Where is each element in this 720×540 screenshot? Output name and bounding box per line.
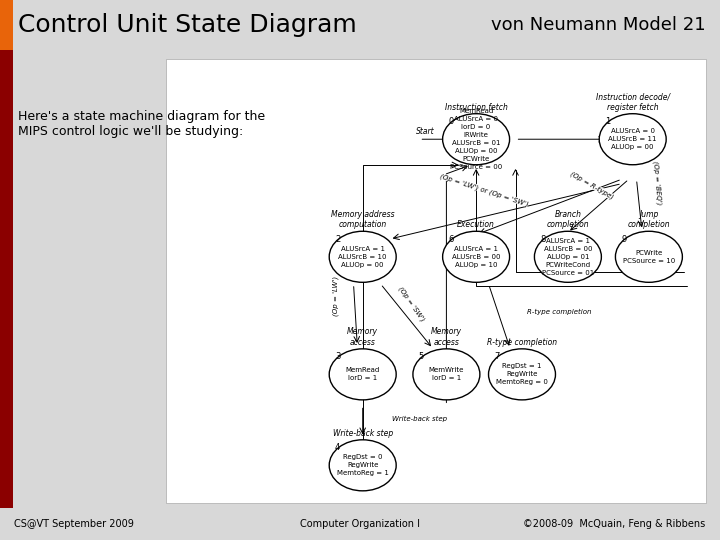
Text: Here's a state machine diagram for the
MIPS control logic we'll be studying:: Here's a state machine diagram for the M… — [18, 110, 265, 138]
Text: Memory
access: Memory access — [347, 327, 378, 347]
Text: Control Unit State Diagram: Control Unit State Diagram — [18, 13, 356, 37]
Text: Instruction fetch: Instruction fetch — [445, 103, 508, 112]
Text: R-type completion: R-type completion — [527, 309, 592, 315]
Text: MemRead
IorD = 1: MemRead IorD = 1 — [346, 367, 380, 381]
Text: 0: 0 — [449, 117, 454, 126]
Bar — [0, 0, 13, 50]
Text: Memory
access: Memory access — [431, 327, 462, 347]
Ellipse shape — [413, 349, 480, 400]
Text: MemWrite
IorD = 1: MemWrite IorD = 1 — [428, 367, 464, 381]
Text: ALUSrcA = 1
ALUSrcB = 00
ALUOp = 01
PCWriteCond
PCSource = 01: ALUSrcA = 1 ALUSrcB = 00 ALUOp = 01 PCWr… — [541, 238, 594, 276]
Ellipse shape — [329, 231, 396, 282]
Text: (Op = 'LW'): (Op = 'LW') — [333, 276, 339, 316]
Ellipse shape — [599, 114, 666, 165]
Text: 9: 9 — [621, 235, 626, 244]
Bar — [0, 50, 13, 508]
Text: von Neumann Model 21: von Neumann Model 21 — [491, 16, 706, 34]
Text: 2: 2 — [335, 235, 341, 244]
Ellipse shape — [534, 231, 601, 282]
Text: 6: 6 — [449, 235, 454, 244]
Ellipse shape — [329, 349, 396, 400]
Ellipse shape — [488, 349, 556, 400]
Text: R-type completion: R-type completion — [487, 338, 557, 347]
Ellipse shape — [443, 114, 510, 165]
Text: (Op = 'LW') or (Op = 'SW'): (Op = 'LW') or (Op = 'SW') — [439, 172, 529, 207]
Text: (Op = 'BEQ'): (Op = 'BEQ') — [652, 160, 662, 205]
Text: 1: 1 — [605, 117, 611, 126]
Text: RegDst = 1
RegWrite
MemtoReg = 0: RegDst = 1 RegWrite MemtoReg = 0 — [496, 363, 548, 386]
Text: RegDst = 0
RegWrite
MemtoReg = 1: RegDst = 0 RegWrite MemtoReg = 1 — [337, 454, 389, 476]
Text: 8: 8 — [540, 235, 546, 244]
Text: (Op = 'SW'): (Op = 'SW') — [397, 285, 426, 322]
Text: 4: 4 — [335, 443, 341, 452]
Text: Jump
completion: Jump completion — [628, 210, 670, 230]
Text: ALUSrcA = 1
ALUSrcB = 00
ALUOp = 10: ALUSrcA = 1 ALUSrcB = 00 ALUOp = 10 — [452, 246, 500, 268]
Text: MemRead
ALUSrcA = 0
IorD = 0
IRWrite
ALUSrcB = 01
ALUOp = 00
PCWrite
PCSource = : MemRead ALUSrcA = 0 IorD = 0 IRWrite ALU… — [450, 108, 503, 170]
Text: (Op = R-type): (Op = R-type) — [570, 171, 615, 201]
Text: 5: 5 — [419, 352, 424, 361]
Text: Execution: Execution — [457, 220, 495, 230]
Text: ALUSrcA = 0
ALUSrcB = 11
ALUOp = 00: ALUSrcA = 0 ALUSrcB = 11 ALUOp = 00 — [608, 128, 657, 150]
Ellipse shape — [443, 231, 510, 282]
Text: 3: 3 — [335, 352, 341, 361]
Text: Write-back step: Write-back step — [333, 429, 393, 438]
Ellipse shape — [329, 440, 396, 491]
Text: ©2008-09  McQuain, Feng & Ribbens: ©2008-09 McQuain, Feng & Ribbens — [523, 519, 706, 529]
Text: Instruction decode/
register fetch: Instruction decode/ register fetch — [595, 92, 670, 112]
Text: PCWrite
PCSource = 10: PCWrite PCSource = 10 — [623, 250, 675, 264]
FancyBboxPatch shape — [166, 59, 706, 503]
Text: Write-back step: Write-back step — [392, 416, 448, 422]
Ellipse shape — [616, 231, 683, 282]
Text: Branch
completion: Branch completion — [546, 210, 589, 230]
Text: CS@VT September 2009: CS@VT September 2009 — [14, 519, 134, 529]
Text: ALUSrcA = 1
ALUSrcB = 10
ALUOp = 00: ALUSrcA = 1 ALUSrcB = 10 ALUOp = 00 — [338, 246, 387, 268]
Text: Memory address
computation: Memory address computation — [331, 210, 395, 230]
Text: 7: 7 — [495, 352, 500, 361]
Text: Computer Organization I: Computer Organization I — [300, 519, 420, 529]
Text: Start: Start — [415, 127, 434, 136]
